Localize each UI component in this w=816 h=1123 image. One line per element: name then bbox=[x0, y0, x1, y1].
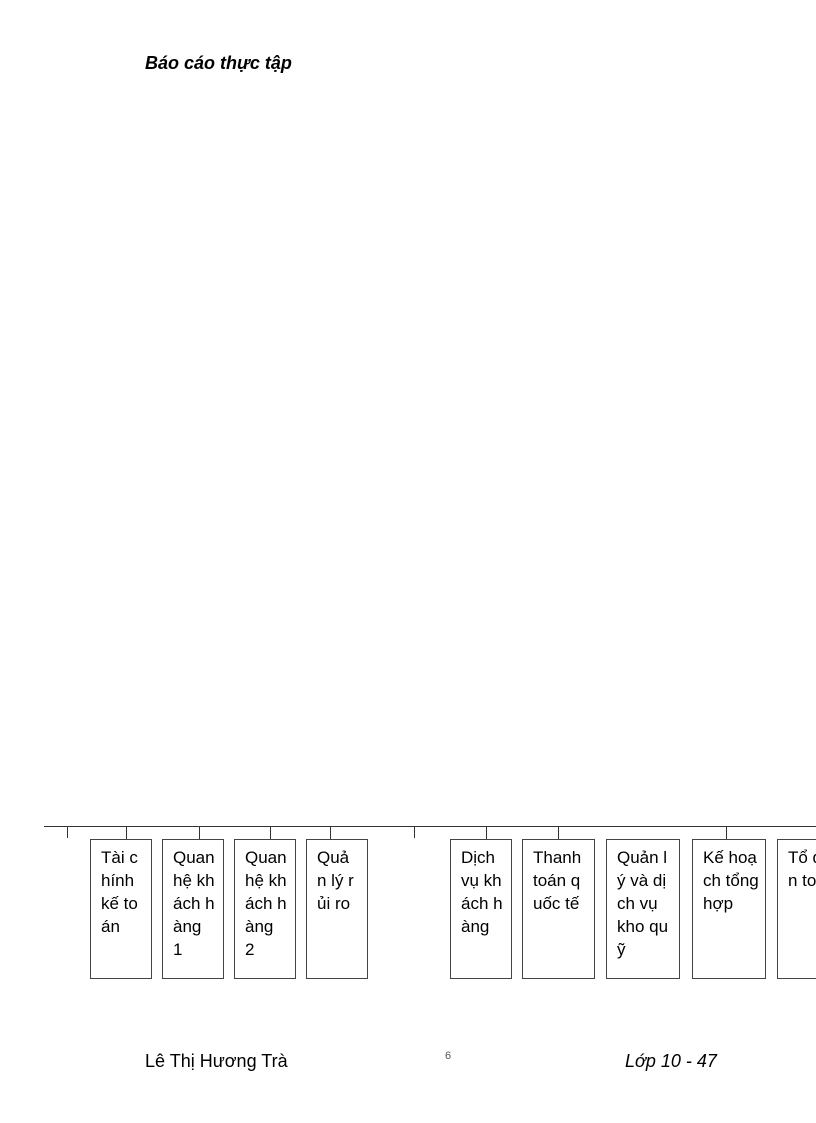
org-box-label: Quan hệ khách hàng 1 bbox=[173, 848, 215, 959]
footer-author: Lê Thị Hương Trà bbox=[145, 1051, 288, 1071]
org-box: Tài chính kế toán bbox=[90, 839, 152, 979]
org-box: Quan hệ khách hàng 2 bbox=[234, 839, 296, 979]
connector-tick bbox=[270, 826, 271, 839]
org-box: Quan hệ khách hàng 1 bbox=[162, 839, 224, 979]
org-box-label: Quan hệ khách hàng 2 bbox=[245, 848, 287, 959]
connector-tick bbox=[330, 826, 331, 839]
page-number: 6 bbox=[445, 1050, 452, 1062]
connector-tick bbox=[726, 826, 727, 839]
connector-tick bbox=[558, 826, 559, 839]
org-box: Quản lý và dịch vụ kho quỹ bbox=[606, 839, 680, 979]
org-box-label: Kế hoạch tổng hợp bbox=[703, 848, 759, 913]
connector-tick bbox=[199, 826, 200, 839]
org-box: Kế hoạch tổng hợp bbox=[692, 839, 766, 979]
connector-tick bbox=[486, 826, 487, 839]
org-box-label: Quản lý rủi ro bbox=[317, 848, 354, 913]
org-box-label: Tài chính kế toán bbox=[101, 848, 138, 936]
org-box-label: Dịch vụ khách hàng bbox=[461, 848, 503, 936]
connector-tick bbox=[67, 826, 68, 838]
connector-tick bbox=[126, 826, 127, 839]
org-box-label: Thanh toán quốc tế bbox=[533, 848, 582, 913]
running-header: Báo cáo thực tập bbox=[145, 53, 292, 73]
connector-line bbox=[44, 826, 816, 827]
org-box: Tổ điện toán bbox=[777, 839, 816, 979]
org-box: Quản lý rủi ro bbox=[306, 839, 368, 979]
footer-class: Lớp 10 - 47 bbox=[625, 1051, 717, 1071]
connector-tick bbox=[414, 826, 415, 838]
org-box-label: Tổ điện toán bbox=[788, 848, 816, 890]
org-box-label: Quản lý và dịch vụ kho quỹ bbox=[617, 848, 669, 959]
org-box: Dịch vụ khách hàng bbox=[450, 839, 512, 979]
org-box: Thanh toán quốc tế bbox=[522, 839, 595, 979]
